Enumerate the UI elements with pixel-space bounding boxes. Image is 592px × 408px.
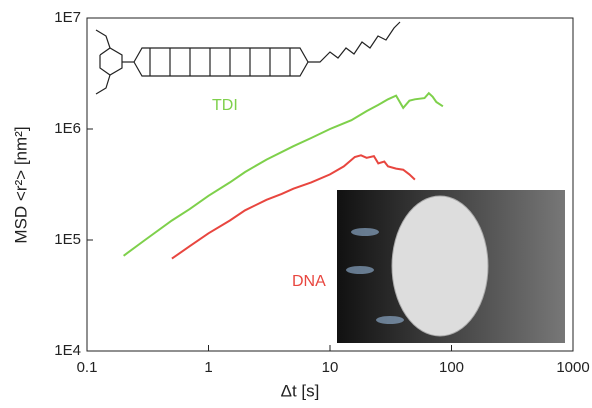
inset-image <box>337 190 565 343</box>
dna-annotation: DNA <box>292 273 326 290</box>
y-axis-label: MSD <r²> [nm²] <box>11 126 30 243</box>
series-line <box>123 91 444 257</box>
series-line <box>171 154 416 260</box>
x-tick-label: 0.1 <box>77 359 98 376</box>
y-tick-label: 1E4 <box>54 342 81 359</box>
x-axis-label: Δt [s] <box>281 381 320 400</box>
y-tick-label: 1E5 <box>54 231 81 248</box>
tdi-annotation: TDI <box>212 97 238 114</box>
molecule-sketch <box>95 21 401 95</box>
y-tick-label: 1E7 <box>54 9 81 26</box>
x-tick-label: 1 <box>204 359 212 376</box>
x-tick-label: 100 <box>439 359 464 376</box>
x-tick-label: 1000 <box>556 359 589 376</box>
y-tick-label: 1E6 <box>54 120 81 137</box>
x-tick-label: 10 <box>322 359 339 376</box>
